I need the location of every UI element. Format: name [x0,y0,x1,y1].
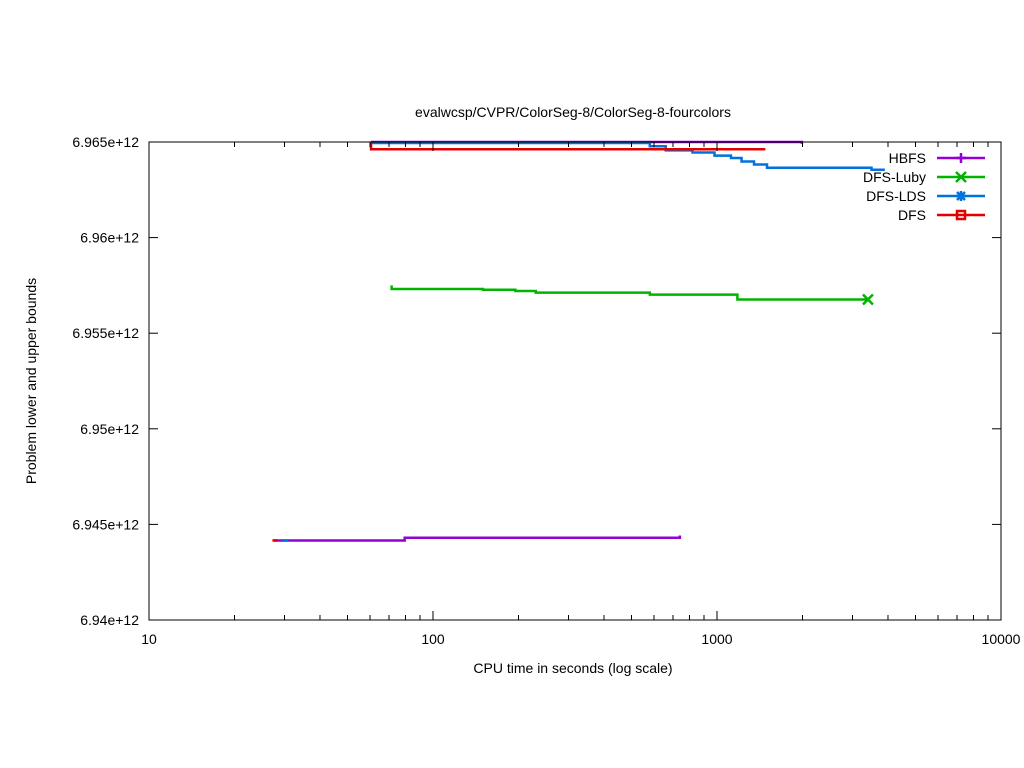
axis-ticks: 6.94e+12 6.945e+12 6.95e+12 6.955e+12 6.96e+… [72,134,1020,647]
legend-marker-dfs-lds-shape [956,191,966,201]
legend-marker-hbfs [956,153,966,163]
plot-frame [148,141,1002,621]
legend-marker-dfs-lds [956,191,966,201]
chart-title: evalwcsp/CVPR/ColorSeg-8/ColorSeg-8-four… [415,104,731,120]
y-axis-label: Problem lower and upper bounds [23,278,39,484]
x-tick-label: 100 [421,631,445,647]
legend-marker-hbfs-shape [956,153,966,163]
series-line-dfs [369,142,766,151]
y-tick-label: 6.945e+12 [72,516,139,532]
legend-label-hbfs: HBFS [889,150,926,166]
y-tick-label: 6.96e+12 [80,230,139,246]
legend: HBFS DFS-Luby DFS-LDS DFS [863,150,985,223]
y-tick-label: 6.955e+12 [72,325,139,341]
x-tick-label: 1000 [701,631,732,647]
series-layer [272,140,885,542]
series-line-dfs-lds [371,141,885,171]
legend-marker-dfs-luby-shape [955,171,967,183]
x-axis-label: CPU time in seconds (log scale) [473,660,672,676]
legend-marker-dfs-shape [955,209,967,221]
legend-marker-dfs-luby [955,171,967,183]
x-tick-label: 10 [141,631,157,647]
series-end-marker-dfs-luby [862,293,874,306]
series-line-dfs-luby [390,285,868,301]
y-tick-label: 6.94e+12 [80,612,139,628]
x-tick-label: 10000 [982,631,1021,647]
legend-label-dfs-lds: DFS-LDS [866,188,926,204]
y-tick-label: 6.95e+12 [80,421,139,437]
y-tick-label: 6.965e+12 [72,134,139,150]
legend-label-dfs: DFS [898,207,926,223]
legend-label-dfs-luby: DFS-Luby [863,169,926,185]
series-line-hbfs [273,535,682,542]
legend-marker-dfs [955,209,967,221]
series-end-marker-dfs-luby-shape [862,293,874,306]
